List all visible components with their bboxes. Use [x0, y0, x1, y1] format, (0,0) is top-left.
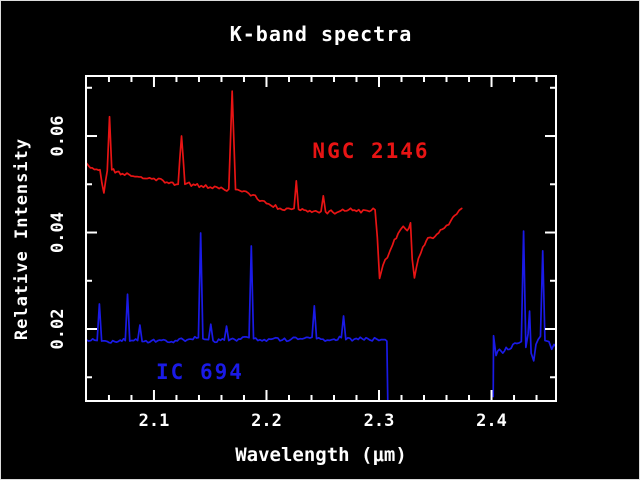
series-label-ngc-2146: NGC 2146 — [312, 138, 430, 163]
chart-title: K-band spectra — [229, 22, 413, 46]
x-tick-label: 2.3 — [364, 411, 395, 431]
y-tick-label: 0.02 — [48, 309, 68, 350]
y-tick-label: 0.04 — [48, 212, 68, 253]
plot-frame — [85, 75, 557, 402]
y-axis-label: Relative Intensity — [12, 137, 32, 340]
x-axis-label: Wavelength (μm) — [235, 444, 407, 466]
series-label-ic-694: IC 694 — [156, 359, 244, 384]
x-tick-label: 2.4 — [476, 411, 507, 431]
x-tick-label: 2.1 — [139, 411, 170, 431]
spectrum-line-ic-694 — [87, 232, 389, 400]
spectrum-line-ngc-2146 — [87, 90, 463, 280]
x-tick-label: 2.2 — [251, 411, 282, 431]
y-tick-label: 0.06 — [48, 116, 68, 157]
spectrum-line-ic-694 — [492, 230, 555, 398]
spectra-group — [87, 90, 555, 400]
